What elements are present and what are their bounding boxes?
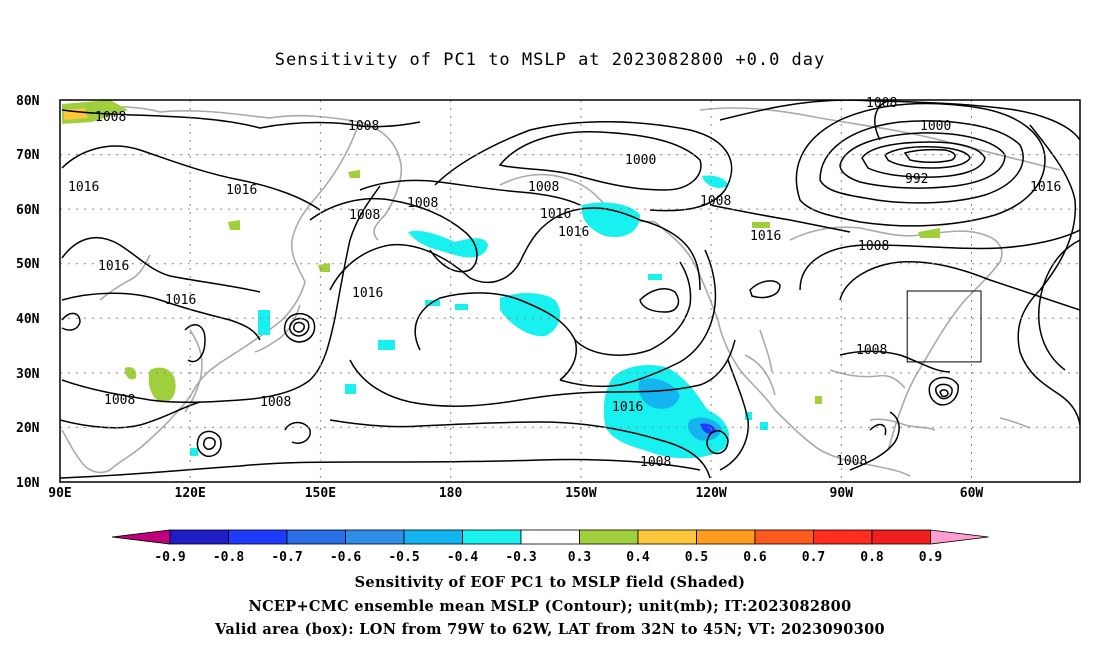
colorbar-swatch [403,529,463,545]
colorbar-label: -0.5 [388,550,419,565]
colorbar-swatch [228,529,288,545]
contour-labels: 1008 1008 1016 1016 1016 1008 1008 1000 … [68,96,1061,470]
lat-label: 80N [16,94,40,109]
lon-label: 150E [305,486,336,501]
colorbar-swatch [345,529,405,545]
colorbar-label: -0.9 [154,550,185,565]
longitude-labels: 90E 120E 150E 180 150W 120W 90W 60W [48,486,983,501]
caption-contour: NCEP+CMC ensemble mean MSLP (Contour); u… [248,598,852,615]
colorbar-max-arrow [930,529,989,545]
lon-label: 120W [695,486,726,501]
caption-valid-area: Valid area (box): LON from 79W to 62W, L… [215,621,885,638]
lat-label: 60N [16,203,40,218]
contour-label: 1008 [856,343,887,358]
colorbar-label: 0.4 [626,550,650,565]
contour-label: 1016 [68,180,99,195]
contour-label: 1008 [407,196,438,211]
lat-label: 20N [16,421,40,436]
colorbar-swatch [871,529,931,545]
lat-label: 40N [16,312,40,327]
contour-label: 1016 [352,286,383,301]
contour-label: 1016 [226,183,257,198]
colorbar-swatch [637,529,697,545]
colorbar-label: 0.7 [802,550,825,565]
graticule [60,100,1080,482]
lon-label: 150W [565,486,596,501]
contour-label: 1000 [625,153,656,168]
contour-label: 1008 [349,208,380,223]
lat-label: 30N [16,367,40,382]
contour-label: 1008 [836,454,867,469]
lat-label: 10N [16,476,40,491]
colorbar-swatch [169,529,229,545]
contour-label: 1000 [920,119,951,134]
contour-label: 1008 [640,455,671,470]
lat-label: 50N [16,257,40,272]
contour-label: 1016 [750,229,781,244]
colorbar: -0.9 -0.8 -0.7 -0.6 -0.5 -0.4 -0.3 0.3 0.4 0.5 0.6… [111,529,989,565]
coastlines [61,106,1061,477]
colorbar-label: -0.6 [330,550,361,565]
map-title: Sensitivity of PC1 to MSLP at 2023082800… [274,50,826,70]
lon-label: 60W [960,486,984,501]
contour-label: 1016 [540,207,571,222]
caption-shading: Sensitivity of EOF PC1 to MSLP field (Sh… [354,574,746,591]
contour-label: 1008 [700,194,731,209]
contour-label: 1008 [858,239,889,254]
colorbar-label: -0.7 [271,550,302,565]
contour-label: 1008 [528,180,559,195]
colorbar-swatch [520,529,580,545]
colorbar-label: 0.3 [568,550,591,565]
colorbar-swatch [754,529,814,545]
lon-label: 180 [439,486,463,501]
contour-label: 1008 [348,119,379,134]
colorbar-label: -0.8 [213,550,244,565]
colorbar-min-arrow [111,529,171,545]
colorbar-label: 0.8 [860,550,884,565]
mslp-contours [60,100,1080,479]
latitude-labels: 80N 70N 60N 50N 40N 30N 20N 10N [16,94,40,491]
colorbar-label: -0.4 [447,550,478,565]
contour-label: 1008 [866,96,897,111]
colorbar-swatch [286,529,346,545]
colorbar-label: 0.5 [685,550,708,565]
lon-label: 120E [175,486,206,501]
colorbar-swatch [462,529,522,545]
lon-label: 90W [830,486,854,501]
lon-label: 90E [48,486,71,501]
contour-label: 1008 [95,110,126,125]
contour-label: 1016 [1030,180,1061,195]
contour-label: 992 [905,172,928,187]
map-frame [59,99,1081,483]
contour-label: 1016 [558,225,589,240]
colorbar-label: 0.6 [743,550,767,565]
contour-label: 1016 [98,259,129,274]
colorbar-swatch [579,529,639,545]
contour-label: 1016 [612,400,643,415]
contour-label: 1016 [165,293,196,308]
colorbar-swatch [813,529,873,545]
lat-label: 70N [16,148,40,163]
colorbar-label: 0.9 [919,550,942,565]
sensitivity-shading [62,100,940,459]
colorbar-label: -0.3 [505,550,536,565]
valid-area-box [906,290,982,363]
contour-label: 1008 [260,395,291,410]
colorbar-swatch [696,529,756,545]
contour-label: 1008 [104,393,135,408]
